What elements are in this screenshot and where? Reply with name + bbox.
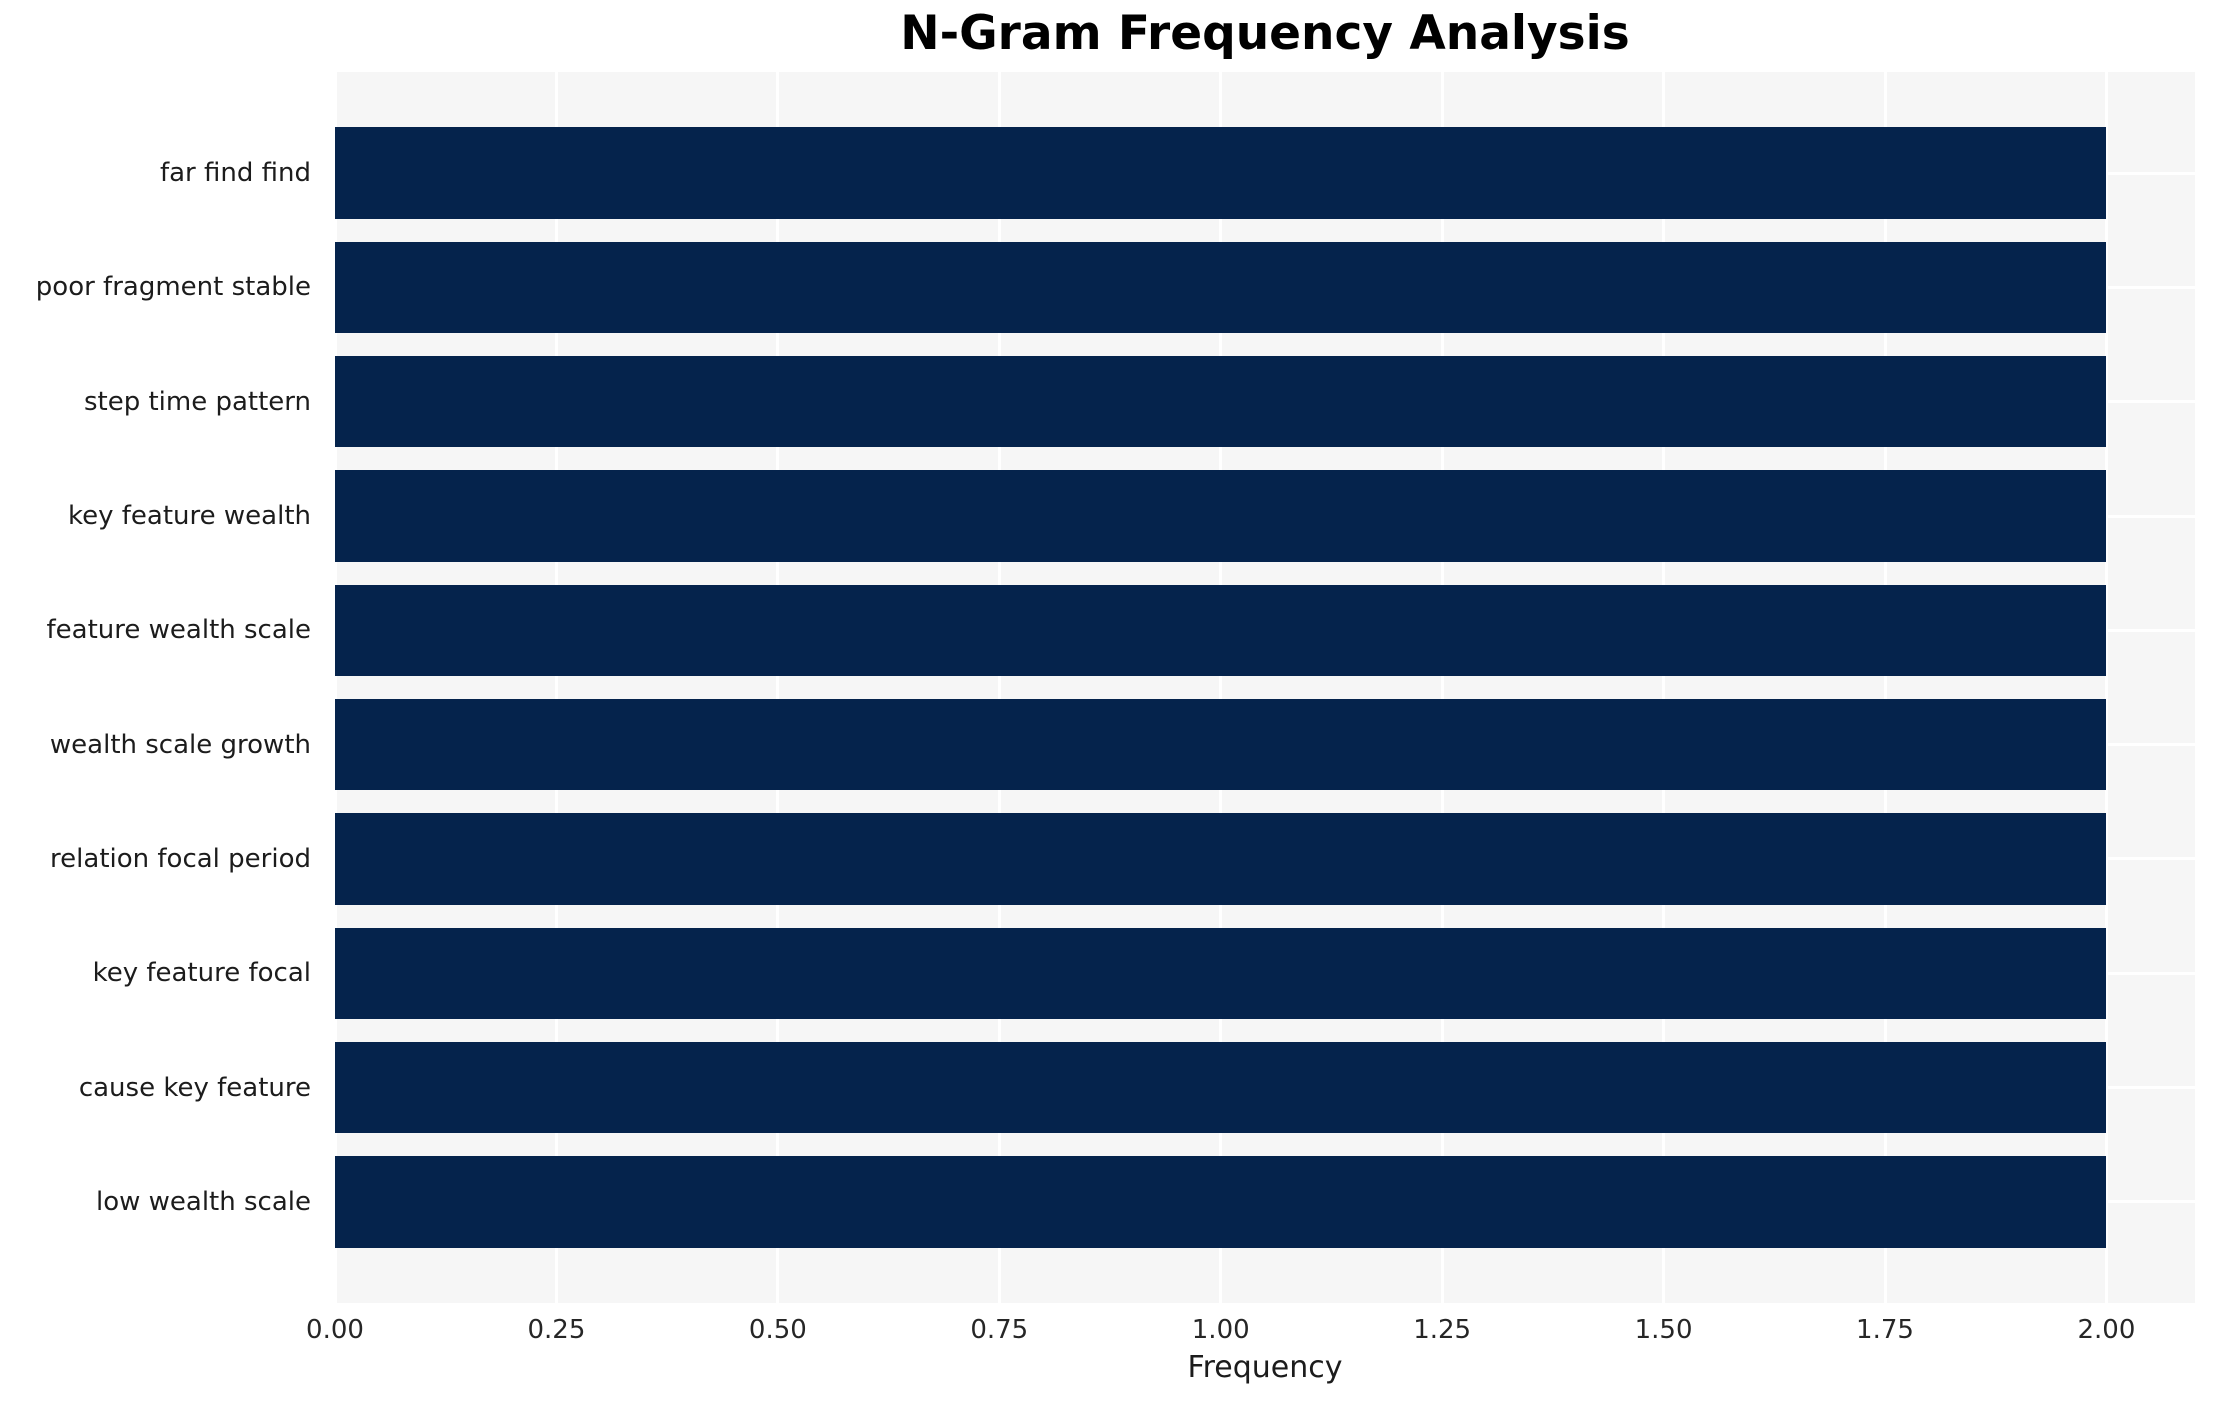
bar <box>335 584 2107 677</box>
x-tick-label: 2.00 <box>2077 1315 2136 1345</box>
x-tick-label: 1.50 <box>1634 1315 1693 1345</box>
bar-row <box>335 1145 2195 1259</box>
vertical-gridline <box>1662 72 1666 1303</box>
bar-row <box>335 802 2195 916</box>
x-tick-label: 0.25 <box>527 1315 586 1345</box>
vertical-gridline <box>776 72 780 1303</box>
vertical-gridline <box>554 72 558 1303</box>
y-tick-label: relation focal period <box>50 843 311 874</box>
vertical-gridline <box>1883 72 1887 1303</box>
y-tick-label: wealth scale growth <box>49 729 311 760</box>
x-tick-label: 0.75 <box>970 1315 1029 1345</box>
bar-rows <box>335 116 2195 1259</box>
y-tick-label: step time pattern <box>83 386 311 417</box>
chart-title: N-Gram Frequency Analysis <box>900 6 1630 61</box>
bar-row <box>335 459 2195 573</box>
x-axis-title: Frequency <box>1187 1350 1343 1385</box>
y-tick-label: key feature wealth <box>67 501 311 532</box>
bar <box>335 356 2107 448</box>
vertical-gridline <box>1219 72 1223 1303</box>
y-tick-label: low wealth scale <box>95 1186 311 1217</box>
y-tick-label: poor fragment stable <box>35 272 311 303</box>
x-tick-label: 1.25 <box>1413 1315 1472 1345</box>
bar-row <box>335 230 2195 344</box>
vertical-gridline <box>2104 72 2108 1303</box>
x-tick-label: 0.50 <box>748 1315 807 1345</box>
vertical-gridline <box>1440 72 1444 1303</box>
bar <box>335 698 2107 791</box>
bar-row <box>335 345 2195 459</box>
y-tick-label: feature wealth scale <box>46 615 311 646</box>
x-tick-label: 1.00 <box>1191 1315 1250 1345</box>
x-axis-ticks: 0.00 0.25 0.50 0.75 1.00 1.25 1.50 1.75 2.00 <box>306 1303 2195 1349</box>
y-tick-label: cause key feature <box>78 1072 311 1103</box>
bar-row <box>335 573 2195 687</box>
vertical-gridline <box>997 72 1001 1303</box>
bar <box>335 813 2107 905</box>
y-tick-label: key feature focal <box>92 958 311 989</box>
x-tick-label: 1.75 <box>1856 1315 1914 1345</box>
bar <box>335 241 2107 334</box>
bar <box>335 927 2107 1019</box>
bar-row <box>335 116 2195 230</box>
vertical-gridline <box>333 72 337 1303</box>
bar <box>335 470 2107 562</box>
y-tick-label: far find find <box>159 158 311 189</box>
bar-row <box>335 916 2195 1030</box>
bar-row <box>335 687 2195 801</box>
bar <box>335 1156 2107 1248</box>
vertical-gridlines <box>333 72 2195 1303</box>
x-tick-label: 0.00 <box>306 1315 364 1345</box>
bar <box>335 1041 2107 1134</box>
plot-area <box>333 72 2195 1303</box>
bar-row <box>335 1030 2195 1144</box>
y-axis-labels: far find find poor fragment stable step ti… <box>0 116 323 1259</box>
bar <box>335 127 2107 219</box>
